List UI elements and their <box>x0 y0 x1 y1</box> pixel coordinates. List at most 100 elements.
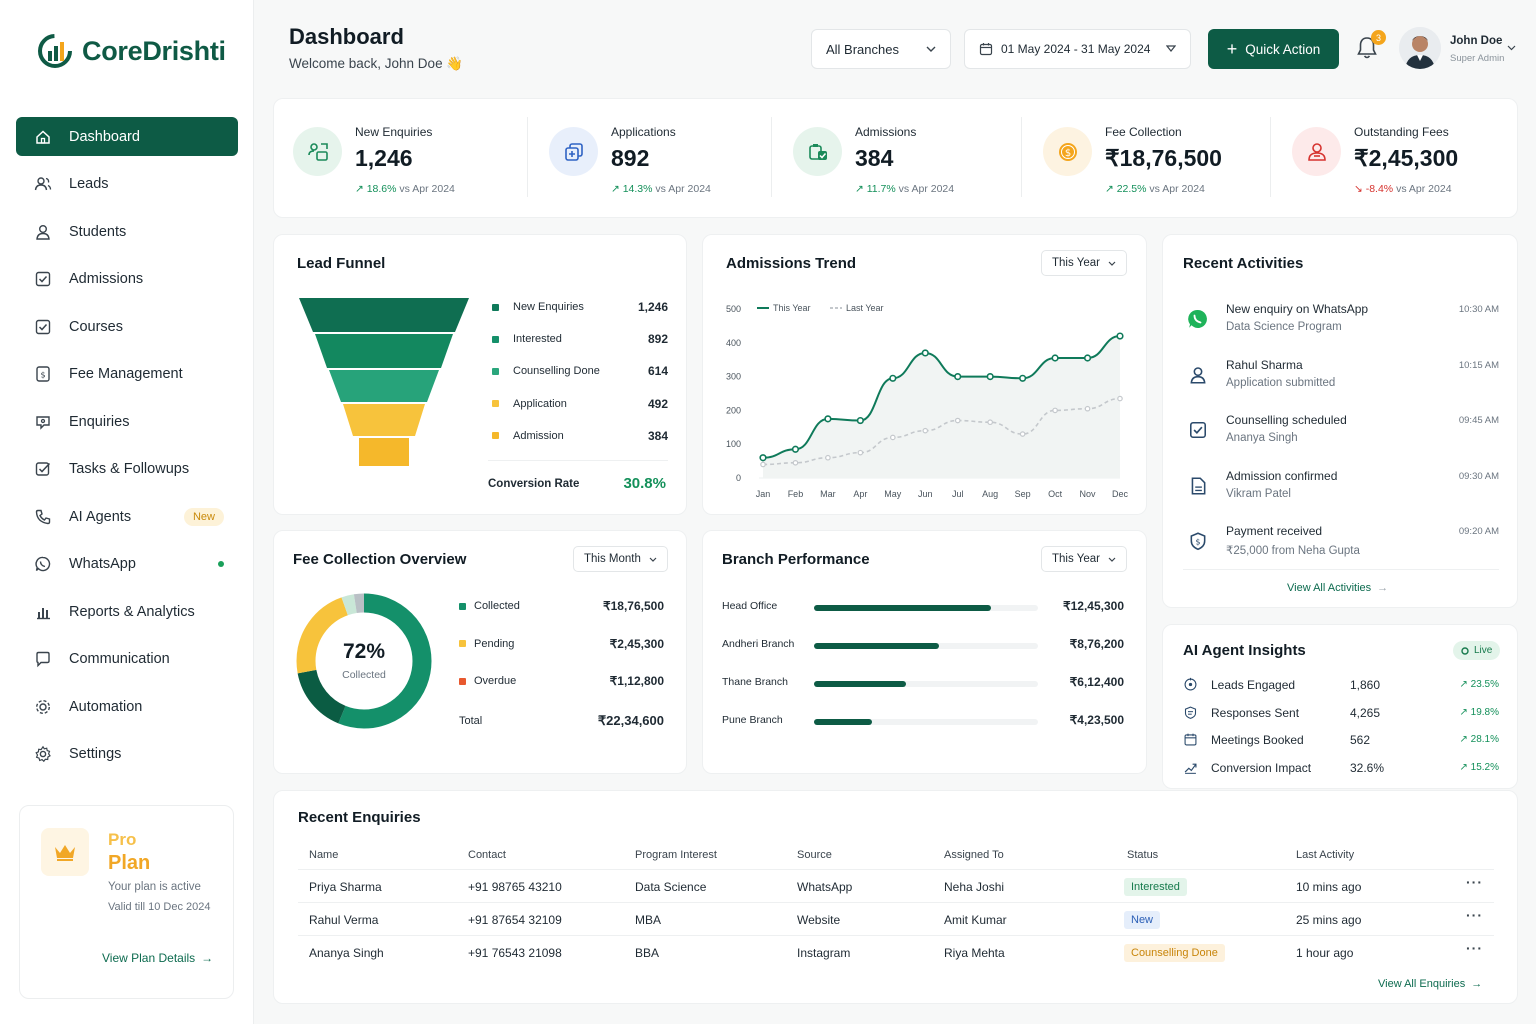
sidebar-item-enquiries[interactable]: Enquiries <box>16 402 238 441</box>
branch-select[interactable]: All Branches <box>811 29 951 69</box>
view-all-activities-link[interactable]: View All Activities → <box>1287 582 1388 594</box>
view-all-enquiries-label: View All Enquiries <box>1378 978 1466 990</box>
table-header-divider <box>298 869 1494 870</box>
branch-period-select[interactable]: This Year <box>1041 546 1127 572</box>
user-name[interactable]: John Doe <box>1450 35 1503 47</box>
check-square-icon <box>1183 415 1213 445</box>
gear-icon <box>34 745 52 763</box>
view-all-enquiries-link[interactable]: View All Enquiries → <box>1378 978 1482 990</box>
trend-period-select[interactable]: This Year <box>1041 250 1127 276</box>
brand-logo[interactable]: CoreDrishti <box>36 32 226 70</box>
check-square-icon <box>34 318 52 336</box>
kpi-outstanding-fees[interactable]: Outstanding Fees ₹2,45,300 ↘ -8.4% vs Apr … <box>1273 99 1518 217</box>
whatsapp-icon <box>1183 304 1213 334</box>
last-year-point <box>1019 431 1026 437</box>
activity-item[interactable]: New enquiry on WhatsApp Data Science Prog… <box>1183 302 1499 342</box>
table-cell-program: Data Science <box>635 880 707 894</box>
this-year-point <box>759 454 767 462</box>
sidebar-item-dashboard[interactable]: Dashboard <box>16 117 238 156</box>
sidebar-item-settings[interactable]: Settings <box>16 735 238 774</box>
activity-title: Admission confirmed <box>1226 468 1338 483</box>
sidebar-item-students[interactable]: Students <box>16 212 238 251</box>
activity-item[interactable]: $ Payment received ₹25,000 from Neha Gupta… <box>1183 524 1499 564</box>
sidebar-item-whatsapp[interactable]: WhatsApp <box>16 545 238 584</box>
sidebar-item-tasks-followups[interactable]: Tasks & Followups <box>16 450 238 489</box>
notification-badge: 3 <box>1371 30 1386 45</box>
sidebar-item-reports-analytics[interactable]: Reports & Analytics <box>16 592 238 631</box>
logo-icon <box>38 34 72 68</box>
fee-period-select[interactable]: This Month <box>573 546 668 572</box>
sidebar-item-courses[interactable]: Courses <box>16 307 238 346</box>
y-tick-label: 200 <box>726 405 741 415</box>
sidebar-item-label: Leads <box>69 176 109 192</box>
live-badge: Live <box>1453 641 1501 660</box>
funnel-stage-1 <box>299 298 469 332</box>
table-cell-contact: +91 87654 32109 <box>468 913 562 927</box>
kpi-new-enquiries[interactable]: New Enquiries 1,246 ↗ 18.6% vs Apr 2024 <box>274 99 519 217</box>
avatar[interactable] <box>1399 27 1441 69</box>
date-range-select[interactable]: 01 May 2024 - 31 May 2024 <box>964 29 1191 69</box>
branch-row: Pune Branch ₹4,23,500 <box>722 711 1124 731</box>
branch-bar-track <box>814 605 1038 611</box>
more-options-icon[interactable]: ··· <box>1466 907 1483 923</box>
kpi-change: ↗ 18.6% vs Apr 2024 <box>355 183 455 195</box>
arrow-right-icon: → <box>1471 978 1483 990</box>
branch-performance-card: Branch Performance This Year Head Office… <box>702 530 1147 774</box>
sidebar-item-automation[interactable]: Automation <box>16 687 238 726</box>
x-tick-label: Dec <box>1112 489 1129 499</box>
more-options-icon[interactable]: ··· <box>1466 874 1483 890</box>
funnel-stage-label: Interested <box>513 333 562 346</box>
phone-icon <box>34 508 52 526</box>
x-tick-label: Oct <box>1048 489 1063 499</box>
recent-enquiries-title: Recent Enquiries <box>298 809 421 826</box>
activity-title: Rahul Sharma <box>1226 357 1303 372</box>
funnel-graphic <box>299 298 469 466</box>
kpi-value: 892 <box>611 145 650 171</box>
row-divider <box>298 902 1494 903</box>
table-cell-assigned: Amit Kumar <box>944 913 1007 927</box>
sidebar-item-communication[interactable]: Communication <box>16 640 238 679</box>
arrow-right-icon: → <box>1377 582 1389 594</box>
sidebar-item-ai-agents[interactable]: AI Agents New <box>16 497 238 536</box>
x-tick-label: Jan <box>756 489 771 499</box>
fee-total-value: ₹22,34,600 <box>597 713 664 728</box>
lead-funnel-title: Lead Funnel <box>297 255 386 272</box>
activity-item[interactable]: Admission confirmed Vikram Patel 09:30 AM <box>1183 469 1499 509</box>
branch-value: ₹6,12,400 <box>1069 675 1124 689</box>
quick-action-button[interactable]: + Quick Action <box>1208 29 1339 69</box>
kpi-admissions[interactable]: Admissions 384 ↗ 11.7% vs Apr 2024 <box>774 99 1019 217</box>
branch-row: Andheri Branch ₹8,76,200 <box>722 635 1124 655</box>
x-tick-label: Mar <box>820 489 836 499</box>
more-options-icon[interactable]: ··· <box>1466 940 1483 956</box>
status-badge: Counselling Done <box>1124 944 1225 962</box>
table-cell-name: Ananya Singh <box>309 946 384 960</box>
sidebar-item-fee-management[interactable]: $ Fee Management <box>16 355 238 394</box>
outstanding-icon <box>1292 127 1341 176</box>
table-row[interactable]: Ananya Singh +91 76543 21098 BBA Instagram R… <box>274 940 1519 966</box>
ai-insight-label: Responses Sent <box>1211 705 1300 720</box>
ai-insight-value: 1,860 <box>1350 678 1381 692</box>
kpi-fee-collection[interactable]: $ Fee Collection ₹18,76,500 ↗ 22.5% vs Apr … <box>1024 99 1269 217</box>
funnel-stage-value: 614 <box>647 364 668 379</box>
user-menu-chevron-icon[interactable] <box>1507 45 1516 51</box>
activity-item[interactable]: Counselling scheduled Ananya Singh 09:45 A… <box>1183 413 1499 453</box>
ai-insight-value: 4,265 <box>1350 705 1381 720</box>
fee-total-label: Total <box>459 715 483 727</box>
view-plan-link[interactable]: View Plan Details → <box>102 951 213 965</box>
branch-select-value: All Branches <box>826 41 899 57</box>
divider <box>771 117 772 197</box>
sidebar-item-admissions[interactable]: Admissions <box>16 260 238 299</box>
sidebar: CoreDrishti Dashboard Leads Students Admiss… <box>0 0 254 1024</box>
fee-collection-card: Fee Collection Overview This Month 72% C… <box>273 530 687 774</box>
target-icon <box>1183 677 1198 695</box>
sidebar-item-leads[interactable]: Leads <box>16 165 238 204</box>
y-tick-label: 400 <box>726 338 741 348</box>
kpi-change-value: ↘ -8.4% <box>1354 183 1394 195</box>
table-row[interactable]: Priya Sharma +91 98765 43210 Data Science W… <box>274 874 1519 900</box>
table-header: Program Interest <box>635 849 717 861</box>
kpi-applications[interactable]: Applications 892 ↗ 14.3% vs Apr 2024 <box>530 99 775 217</box>
activity-title: Counselling scheduled <box>1226 413 1347 427</box>
activity-item[interactable]: Rahul Sharma Application submitted 10:15 A… <box>1183 358 1499 398</box>
table-row[interactable]: Rahul Verma +91 87654 32109 MBA Website Amit… <box>274 907 1519 933</box>
online-indicator <box>218 561 224 567</box>
